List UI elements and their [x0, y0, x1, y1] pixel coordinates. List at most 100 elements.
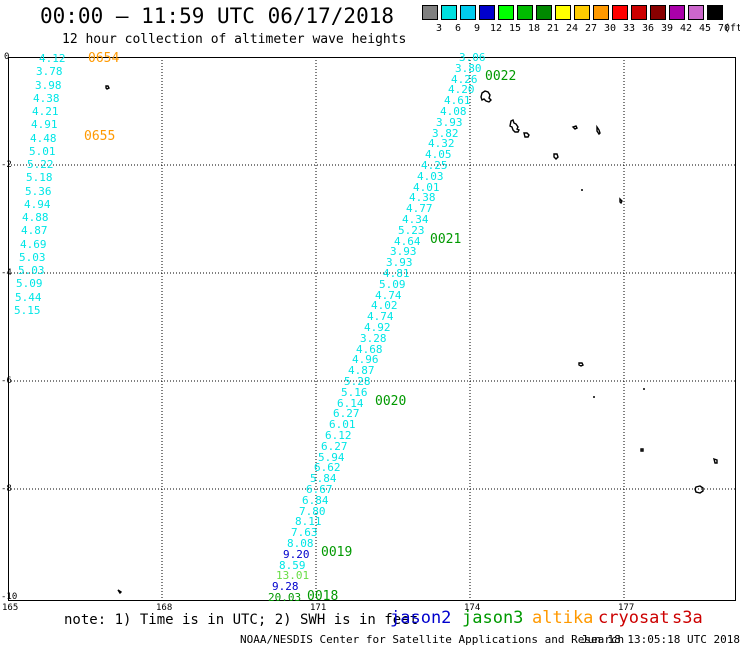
- swh-value: 5.03: [19, 251, 46, 264]
- swh-value: 8.11: [295, 515, 322, 528]
- island-outline: [640, 448, 644, 452]
- swh-value: 6.12: [325, 429, 352, 442]
- swh-value: 5.09: [16, 277, 43, 290]
- timestamp-text: Jun 18 13:05:18 UTC 2018: [581, 633, 740, 646]
- note-text: note: 1) Time is in UTC; 2) SWH is in fe…: [64, 612, 419, 628]
- swh-value: 5.44: [15, 291, 42, 304]
- scale-label: 21: [546, 23, 560, 34]
- swh-value: 3.93: [436, 116, 463, 129]
- lat-tick-label: -6: [1, 376, 12, 386]
- island-outline: [619, 197, 623, 205]
- swh-value: 4.08: [440, 105, 467, 118]
- scale-label: 24: [565, 23, 579, 34]
- scale-label: 27: [584, 23, 598, 34]
- island-outline: [694, 485, 704, 494]
- island-outline: [117, 589, 123, 595]
- track-time-label: 0019: [321, 545, 353, 560]
- scale-swatch: [669, 5, 685, 20]
- satellite-label: s3a: [672, 608, 703, 628]
- scale-swatch: [612, 5, 628, 20]
- track-time-label: 0654: [88, 51, 120, 66]
- swh-value: 4.96: [352, 353, 379, 366]
- island-dot: [581, 189, 583, 191]
- page-title: 00:00 – 11:59 UTC 06/17/2018: [40, 4, 395, 28]
- track-time-label: 0020: [375, 394, 407, 409]
- scale-swatch: [555, 5, 571, 20]
- swh-value: 3.93: [390, 245, 417, 258]
- swh-value: 4.38: [33, 92, 60, 105]
- scale-swatch: [479, 5, 495, 20]
- scale-label: 3: [435, 23, 443, 34]
- scale-swatch: [631, 5, 647, 20]
- swh-value: 3.80: [455, 62, 482, 75]
- swh-value: 5.36: [25, 185, 52, 198]
- swh-value: 5.03: [18, 264, 45, 277]
- swh-value: 4.03: [417, 170, 444, 183]
- swh-value: 4.05: [425, 148, 452, 161]
- lat-tick-label: -4: [1, 268, 12, 278]
- swh-value: 6.27: [321, 440, 348, 453]
- credit-text: NOAA/NESDIS Center for Satellite Applica…: [240, 633, 625, 646]
- scale-label: 36: [641, 23, 655, 34]
- swh-value: 4.64: [394, 235, 421, 248]
- satellite-label: cryosat: [598, 608, 670, 628]
- swh-value: 5.16: [341, 386, 368, 399]
- swh-value: 9.28: [272, 580, 299, 593]
- swh-value: 3.82: [432, 127, 459, 140]
- island-outline: [553, 153, 559, 160]
- scale-swatch: [688, 5, 704, 20]
- scale-swatch: [707, 5, 723, 20]
- swh-value: 3.28: [360, 332, 387, 345]
- lon-tick-label: 177: [618, 603, 635, 613]
- swh-value: 4.87: [21, 224, 48, 237]
- island-dot: [593, 396, 595, 398]
- lon-tick-label: 165: [2, 603, 19, 613]
- page-subtitle: 12 hour collection of altimeter wave hei…: [62, 32, 407, 47]
- swh-value: 4.21: [32, 105, 59, 118]
- swh-value: 3.78: [36, 65, 63, 78]
- scale-label: 42: [679, 23, 693, 34]
- scale-label: 18: [527, 23, 541, 34]
- scale-label: 12: [489, 23, 503, 34]
- swh-value: 4.77: [406, 202, 433, 215]
- swh-value: 4.94: [24, 198, 51, 211]
- swh-value: 6.84: [302, 494, 329, 507]
- scale-unit: (ft): [724, 23, 740, 34]
- swh-value: 4.87: [348, 364, 375, 377]
- swh-value: 7.63: [291, 526, 318, 539]
- swh-value: 4.74: [375, 289, 402, 302]
- scale-swatch: [536, 5, 552, 20]
- scale-label: 6: [454, 23, 462, 34]
- swh-value: 4.38: [409, 191, 436, 204]
- swh-value: 4.12: [39, 52, 66, 65]
- scale-swatch: [441, 5, 457, 20]
- island-outline: [596, 124, 601, 136]
- swh-value: 4.69: [20, 238, 47, 251]
- island-outline: [523, 132, 530, 138]
- track-time-label: 0018: [307, 589, 339, 604]
- swh-value: 4.61: [444, 94, 471, 107]
- swh-value: 6.62: [314, 461, 341, 474]
- map-canvas: [8, 57, 736, 601]
- map-frame: [8, 57, 736, 601]
- track-time-label: 0655: [84, 129, 116, 144]
- lon-tick-label: 171: [310, 603, 327, 613]
- lat-tick-label: -10: [1, 592, 18, 602]
- scale-label: 30: [603, 23, 617, 34]
- swh-value: 6.27: [333, 407, 360, 420]
- island-dot: [643, 388, 645, 390]
- scale-swatch: [460, 5, 476, 20]
- swh-value: 8.08: [287, 537, 314, 550]
- scale-swatch: [650, 5, 666, 20]
- scale-label: 33: [622, 23, 636, 34]
- scale-label: 70: [717, 23, 731, 34]
- swh-value: 4.48: [30, 132, 57, 145]
- swh-value: 7.80: [299, 505, 326, 518]
- swh-value: 4.20: [448, 83, 475, 96]
- swh-value: 3.98: [35, 79, 62, 92]
- swh-value: 4.25: [421, 159, 448, 172]
- island-outline: [713, 457, 718, 464]
- lon-tick-label: 174: [464, 603, 481, 613]
- island-outline: [571, 125, 578, 130]
- scale-swatch: [517, 5, 533, 20]
